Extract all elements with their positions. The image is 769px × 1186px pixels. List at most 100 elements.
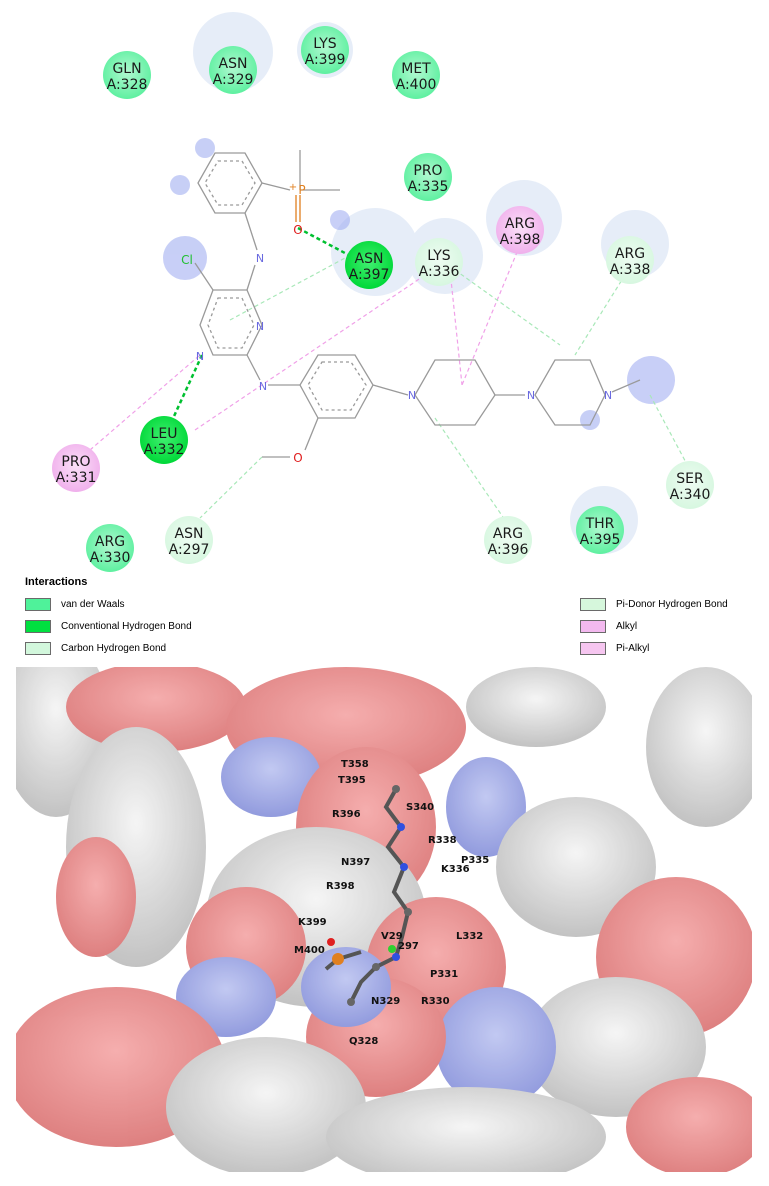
residue-number: A:398 [500,232,541,248]
residue-number: A:297 [169,542,210,558]
residue-number: A:399 [305,52,346,68]
label3d-n397: N397 [341,857,370,868]
residue-disc [301,26,349,74]
residue-disc [496,206,544,254]
residue-number: A:329 [213,72,254,88]
label3d-l332: L332 [456,931,483,942]
label3d-p335: P335 [461,855,489,866]
residue-disc [576,506,624,554]
label3d-p331: P331 [430,969,458,980]
3d-binding-pocket-render: T358 T395 S340 R396 R338 N397 P335 K336 … [16,667,752,1172]
interaction-diagram: Cl O P + O N N N N N N N GLNA:328ASNA:32… [52,12,714,572]
residue-name: ARG [95,534,125,550]
label3d-r398: R398 [326,881,355,892]
3d-residue-labels: T358 T395 S340 R396 R338 N397 P335 K336 … [294,759,489,1047]
phosphorus-charge-label: + [289,182,297,193]
residue-name: LYS [313,36,336,52]
chlorine-atom-label: Cl [181,253,193,267]
residue-disc [52,444,100,492]
phosphorus-atom-label: P [298,183,305,197]
legend-item-pi-donor-hbond: Pi-Donor Hydrogen Bond [580,596,728,612]
legend-swatch [25,641,51,655]
residue-name: GLN [112,61,141,77]
residue-number: A:336 [419,264,460,280]
residue-disc [404,153,452,201]
legend-swatch [25,597,51,611]
ligand-atoms [327,785,412,1006]
residue-name: ASN [175,526,204,542]
residue-number: A:335 [408,179,449,195]
residue-number: A:332 [144,442,185,458]
residue-name: PRO [61,454,90,470]
legend-swatch [580,597,606,611]
residue-disc [165,516,213,564]
residue-name: PRO [413,163,442,179]
residue-number: A:396 [488,542,529,558]
atom-halos [163,138,675,430]
residue-disc [103,51,151,99]
svg-text:N: N [256,252,264,265]
legend-label: Conventional Hydrogen Bond [61,620,192,632]
label3d-t358: T358 [341,759,369,770]
label3d-r338: R338 [428,835,457,846]
svg-text:N: N [256,320,264,333]
label3d-t395: T395 [338,775,366,786]
residue-disc [86,524,134,572]
svg-text:N: N [408,389,416,402]
residue-number: A:340 [670,487,711,503]
residue-disc [484,516,532,564]
legend-item-vdw: van der Waals [25,596,125,612]
legend-label: van der Waals [61,598,125,610]
label3d-k336: K336 [441,864,470,875]
label3d-v29: V29 [381,931,403,942]
label3d-m400: M400 [294,945,325,956]
heteroatoms: Cl O P + O [181,182,305,465]
residue-name: ARG [505,216,535,232]
label3d-297: 297 [398,941,419,952]
svg-text:N: N [604,389,612,402]
legend-item-pi-alkyl: Pi-Alkyl [580,640,649,656]
residue-layer: GLNA:328ASNA:329LYSA:399META:400PROA:335… [52,26,714,572]
residue-disc [666,461,714,509]
svg-text:N: N [196,350,204,363]
residue-name: ASN [355,251,384,267]
residue-name: SER [676,471,704,487]
legend-swatch [25,619,51,633]
residue-disc [606,236,654,284]
residue-disc [209,46,257,94]
residue-name: LYS [427,248,450,264]
legend-swatch [580,619,606,633]
ligand-structure [194,150,641,458]
interaction-legend: Interactions van der Waals Conventional … [0,575,769,665]
label3d-r396: R396 [332,809,361,820]
ether-oxygen-label: O [293,451,302,465]
residue-number: A:400 [396,77,437,93]
residue-name: LEU [151,426,178,442]
svg-text:N: N [259,380,267,393]
residue-number: A:397 [349,267,390,283]
legend-label: Alkyl [616,620,638,632]
legend-item-alkyl: Alkyl [580,618,637,634]
legend-swatch [580,641,606,655]
residue-name: ARG [493,526,523,542]
residue-name: MET [401,61,431,77]
label3d-q328: Q328 [349,1036,378,1047]
legend-label: Pi-Alkyl [616,642,650,654]
residue-number: A:330 [90,550,131,566]
legend-item-carbon-hbond: Carbon Hydrogen Bond [25,640,166,656]
residue-disc [345,241,393,289]
residue-disc [392,51,440,99]
